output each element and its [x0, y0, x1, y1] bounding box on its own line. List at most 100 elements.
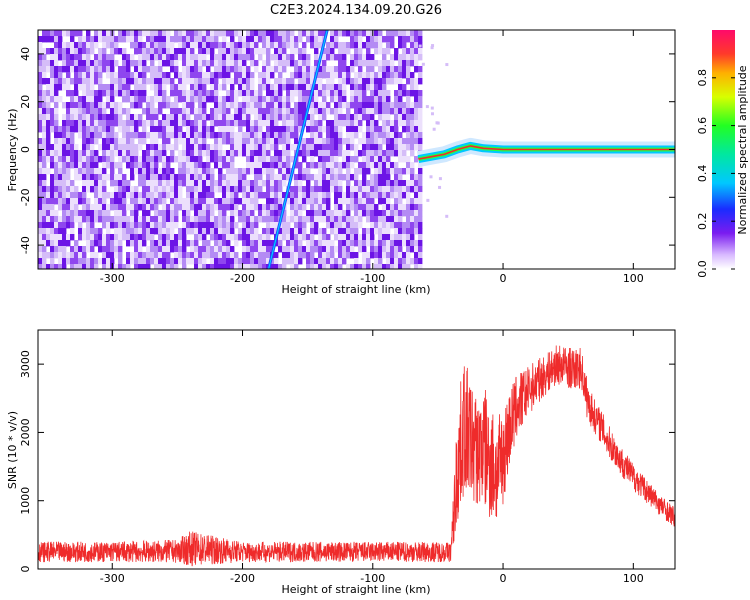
spectrogram-cell — [370, 174, 375, 181]
spectrogram-cell — [338, 186, 343, 193]
spectrogram-cell — [130, 90, 135, 97]
spectrogram-cell — [154, 120, 159, 127]
spectrogram-cell — [62, 198, 67, 205]
spectrogram-cell — [70, 30, 75, 37]
spectrogram-cell — [270, 162, 275, 169]
spectrogram-cell — [266, 198, 271, 205]
spectrogram-cell — [370, 252, 375, 259]
spectrogram-cell — [318, 144, 323, 151]
spectrogram-cell — [110, 60, 115, 67]
spectrogram-cell — [238, 84, 243, 91]
spectrogram-cell — [42, 234, 47, 241]
spectrogram-cell — [310, 42, 315, 49]
spectrogram-cell — [266, 174, 271, 181]
spectrogram-x-tick-label: -300 — [100, 272, 125, 285]
spectrogram-cell — [270, 138, 275, 145]
spectrogram-cell — [158, 48, 163, 55]
spectrogram-cell — [262, 216, 267, 223]
spectrogram-cell — [202, 258, 207, 265]
spectrogram-cell — [178, 138, 183, 145]
spectrogram-cell — [370, 120, 375, 127]
spectrogram-cell — [46, 186, 51, 193]
spectrogram-cell — [310, 204, 315, 211]
spectrogram-cell — [270, 108, 275, 115]
spectrogram-cell — [82, 54, 87, 61]
spectrogram-cell — [402, 84, 407, 91]
spectrogram-cell — [90, 48, 95, 55]
spectrogram-cell — [86, 42, 91, 49]
spectrogram-cell — [246, 126, 251, 133]
spectrogram-cell — [414, 186, 419, 193]
spectrogram-cell — [366, 114, 371, 121]
spectrogram-cell — [242, 168, 247, 175]
spectrogram-cell — [182, 90, 187, 97]
spectrogram-cell — [322, 72, 327, 79]
spectrogram-cell — [82, 156, 87, 163]
spectrogram-cell — [54, 246, 59, 253]
spectrogram-cell — [390, 234, 395, 241]
spectrogram-speck — [425, 105, 429, 109]
spectrogram-cell — [178, 246, 183, 253]
spectrogram-cell — [370, 204, 375, 211]
spectrogram-cell — [274, 30, 279, 37]
spectrogram-cell — [358, 204, 363, 211]
spectrogram-cell — [234, 240, 239, 247]
spectrogram-cell — [62, 252, 67, 259]
spectrogram-cell — [266, 204, 271, 211]
spectrogram-cell — [242, 78, 247, 85]
spectrogram-cell — [290, 246, 295, 253]
spectrogram-cell — [298, 84, 303, 91]
spectrogram-cell — [234, 258, 239, 265]
spectrogram-cell — [282, 162, 287, 169]
spectrogram-cell — [134, 36, 139, 43]
spectrogram-cell — [406, 60, 411, 67]
spectrogram-cell — [286, 168, 291, 175]
spectrogram-cell — [54, 264, 59, 269]
spectrogram-cell — [358, 138, 363, 145]
spectrogram-y-tick-label: 40 — [19, 47, 32, 61]
spectrogram-cell — [402, 102, 407, 109]
spectrogram-cell — [414, 144, 419, 151]
spectrogram-cell — [206, 162, 211, 169]
spectrogram-cell — [258, 180, 263, 187]
spectrogram-cell — [314, 36, 319, 43]
spectrogram-cell — [330, 120, 335, 127]
spectrogram-streak — [267, 30, 329, 269]
spectrogram-cell — [270, 66, 275, 73]
spectrogram-cell — [38, 90, 43, 97]
spectrogram-cell — [254, 150, 259, 157]
spectrogram-cell — [366, 180, 371, 187]
spectrogram-cell — [42, 222, 47, 229]
spectrogram-cell — [302, 30, 307, 37]
spectrogram-cell — [394, 48, 399, 55]
spectrogram-cell — [214, 234, 219, 241]
spectrogram-cell — [406, 108, 411, 115]
spectrogram-cell — [310, 30, 315, 37]
spectrogram-cell — [98, 240, 103, 247]
spectrogram-cell — [302, 138, 307, 145]
spectrogram-cell — [158, 120, 163, 127]
spectrogram-cell — [62, 120, 67, 127]
spectrogram-cell — [298, 114, 303, 121]
spectrogram-cell — [82, 168, 87, 175]
spectrogram-cell — [382, 210, 387, 217]
spectrogram-cell — [290, 216, 295, 223]
spectrogram-cell — [306, 210, 311, 217]
spectrogram-cell — [182, 174, 187, 181]
spectrogram-cell — [238, 144, 243, 151]
spectrogram-cell — [294, 192, 299, 199]
spectrogram-cell — [318, 90, 323, 97]
spectrogram-cell — [374, 228, 379, 235]
spectrogram-cell — [210, 36, 215, 43]
spectrogram-cell — [126, 30, 131, 37]
spectrogram-cell — [262, 102, 267, 109]
spectrogram-cell — [386, 216, 391, 223]
spectrogram-cell — [294, 252, 299, 259]
spectrogram-cell — [342, 48, 347, 55]
spectrogram-cell — [386, 120, 391, 127]
spectrogram-cell — [62, 216, 67, 223]
spectrogram-cell — [58, 36, 63, 43]
spectrogram-cell — [254, 126, 259, 133]
spectrogram-cell — [342, 210, 347, 217]
spectrogram-cell — [58, 126, 63, 133]
